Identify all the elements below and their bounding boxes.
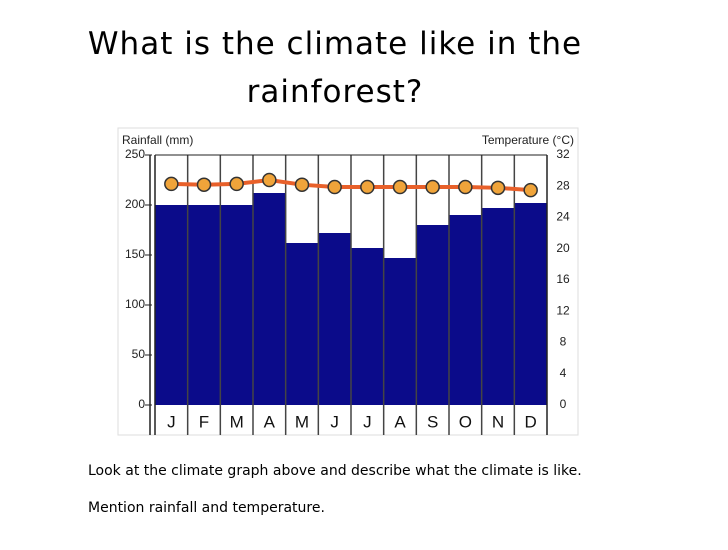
temperature-point: [196, 177, 212, 192]
x-tick-label: A: [394, 412, 406, 431]
y-tick-label: 250: [125, 147, 145, 161]
x-tick-label: F: [199, 412, 209, 431]
y2-tick-label: 28: [556, 178, 570, 192]
temperature-point: [523, 182, 538, 198]
x-tick-label: M: [230, 412, 244, 431]
x-tick-label: A: [264, 412, 276, 431]
temperature-point: [229, 176, 244, 192]
temperature-point: [294, 177, 310, 192]
y-tick-label: 200: [125, 197, 145, 211]
bar: [187, 205, 221, 405]
bar: [383, 258, 417, 405]
temperature-point: [425, 179, 440, 195]
x-tick-label: N: [492, 412, 504, 431]
y-tick-label: 150: [125, 247, 145, 261]
temperature-point: [327, 179, 342, 195]
y-tick-label: 100: [125, 297, 145, 311]
bar: [351, 248, 384, 405]
y-axis-label: Rainfall (mm): [122, 133, 193, 147]
y2-tick-label: 8: [560, 335, 567, 349]
temperature-point: [164, 176, 179, 192]
x-tick-label: D: [525, 412, 537, 431]
x-tick-label: S: [427, 412, 438, 431]
bar: [514, 203, 547, 405]
bar: [220, 205, 253, 405]
bar: [155, 205, 188, 405]
temperature-point: [392, 179, 408, 195]
bar: [481, 208, 515, 405]
y2-tick-label: 16: [556, 272, 570, 286]
y2-axis-label: Temperature (°C): [482, 133, 574, 147]
temperature-point: [458, 179, 473, 195]
temperature-point: [262, 172, 277, 188]
slide-title: What is the climate like in the rainfore…: [87, 26, 583, 110]
bar: [449, 215, 482, 405]
x-tick-label: M: [295, 412, 309, 431]
y-tick-label: 50: [132, 347, 146, 361]
temperature-point: [490, 180, 506, 196]
title-box: What is the climate like in the rainfore…: [87, 26, 583, 110]
y-tick-label: 0: [138, 397, 145, 411]
y2-tick-label: 20: [556, 241, 570, 255]
bar: [416, 225, 449, 405]
x-tick-label: J: [363, 412, 372, 431]
x-tick-label: J: [330, 412, 339, 431]
y2-tick-label: 0: [560, 397, 567, 411]
x-tick-label: J: [167, 412, 176, 431]
instruction: Mention rainfall and temperature.: [88, 500, 325, 516]
bar: [318, 233, 351, 405]
y2-tick-label: 12: [556, 303, 570, 317]
instruction: Look at the climate graph above and desc…: [88, 463, 582, 479]
bar: [253, 193, 286, 405]
x-tick-label: O: [459, 412, 472, 431]
y2-tick-label: 24: [556, 210, 570, 224]
bar: [285, 243, 319, 405]
y2-tick-label: 4: [560, 366, 567, 380]
temperature-point: [360, 179, 375, 195]
y2-tick-label: 32: [556, 147, 570, 161]
